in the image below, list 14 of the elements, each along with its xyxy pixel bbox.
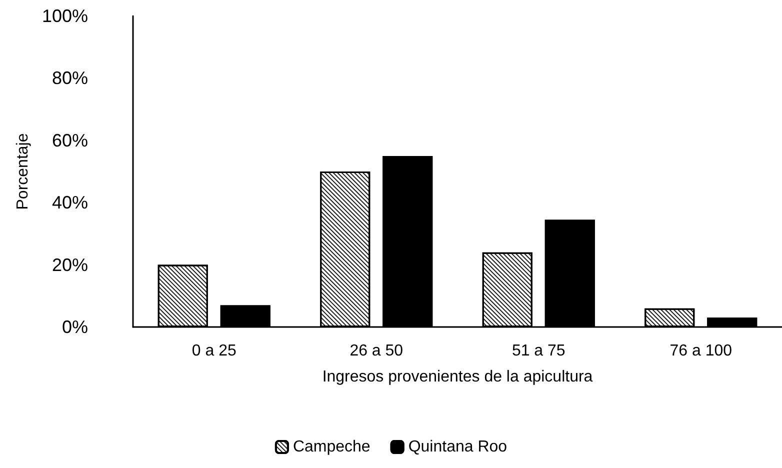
y-tick-label: 0%	[62, 317, 88, 337]
x-tick-label: 0 a 25	[192, 342, 236, 360]
y-tick-label: 60%	[52, 130, 88, 150]
x-tick-label: 76 a 100	[670, 342, 732, 360]
x-tick-label: 51 a 75	[512, 342, 566, 360]
legend-label: Campeche	[292, 438, 370, 456]
y-tick-label: 80%	[52, 68, 88, 88]
x-tick-label: 26 a 50	[350, 342, 404, 360]
y-tick-label: 20%	[52, 254, 88, 275]
x-axis-title: Ingresos provenientes de la apicultura	[322, 368, 593, 386]
legend-label: Quintana Roo	[408, 438, 508, 456]
y-axis-title: Porcentaje	[14, 133, 32, 210]
y-tick-label: 100%	[42, 6, 88, 26]
y-tick-label: 40%	[52, 192, 88, 213]
